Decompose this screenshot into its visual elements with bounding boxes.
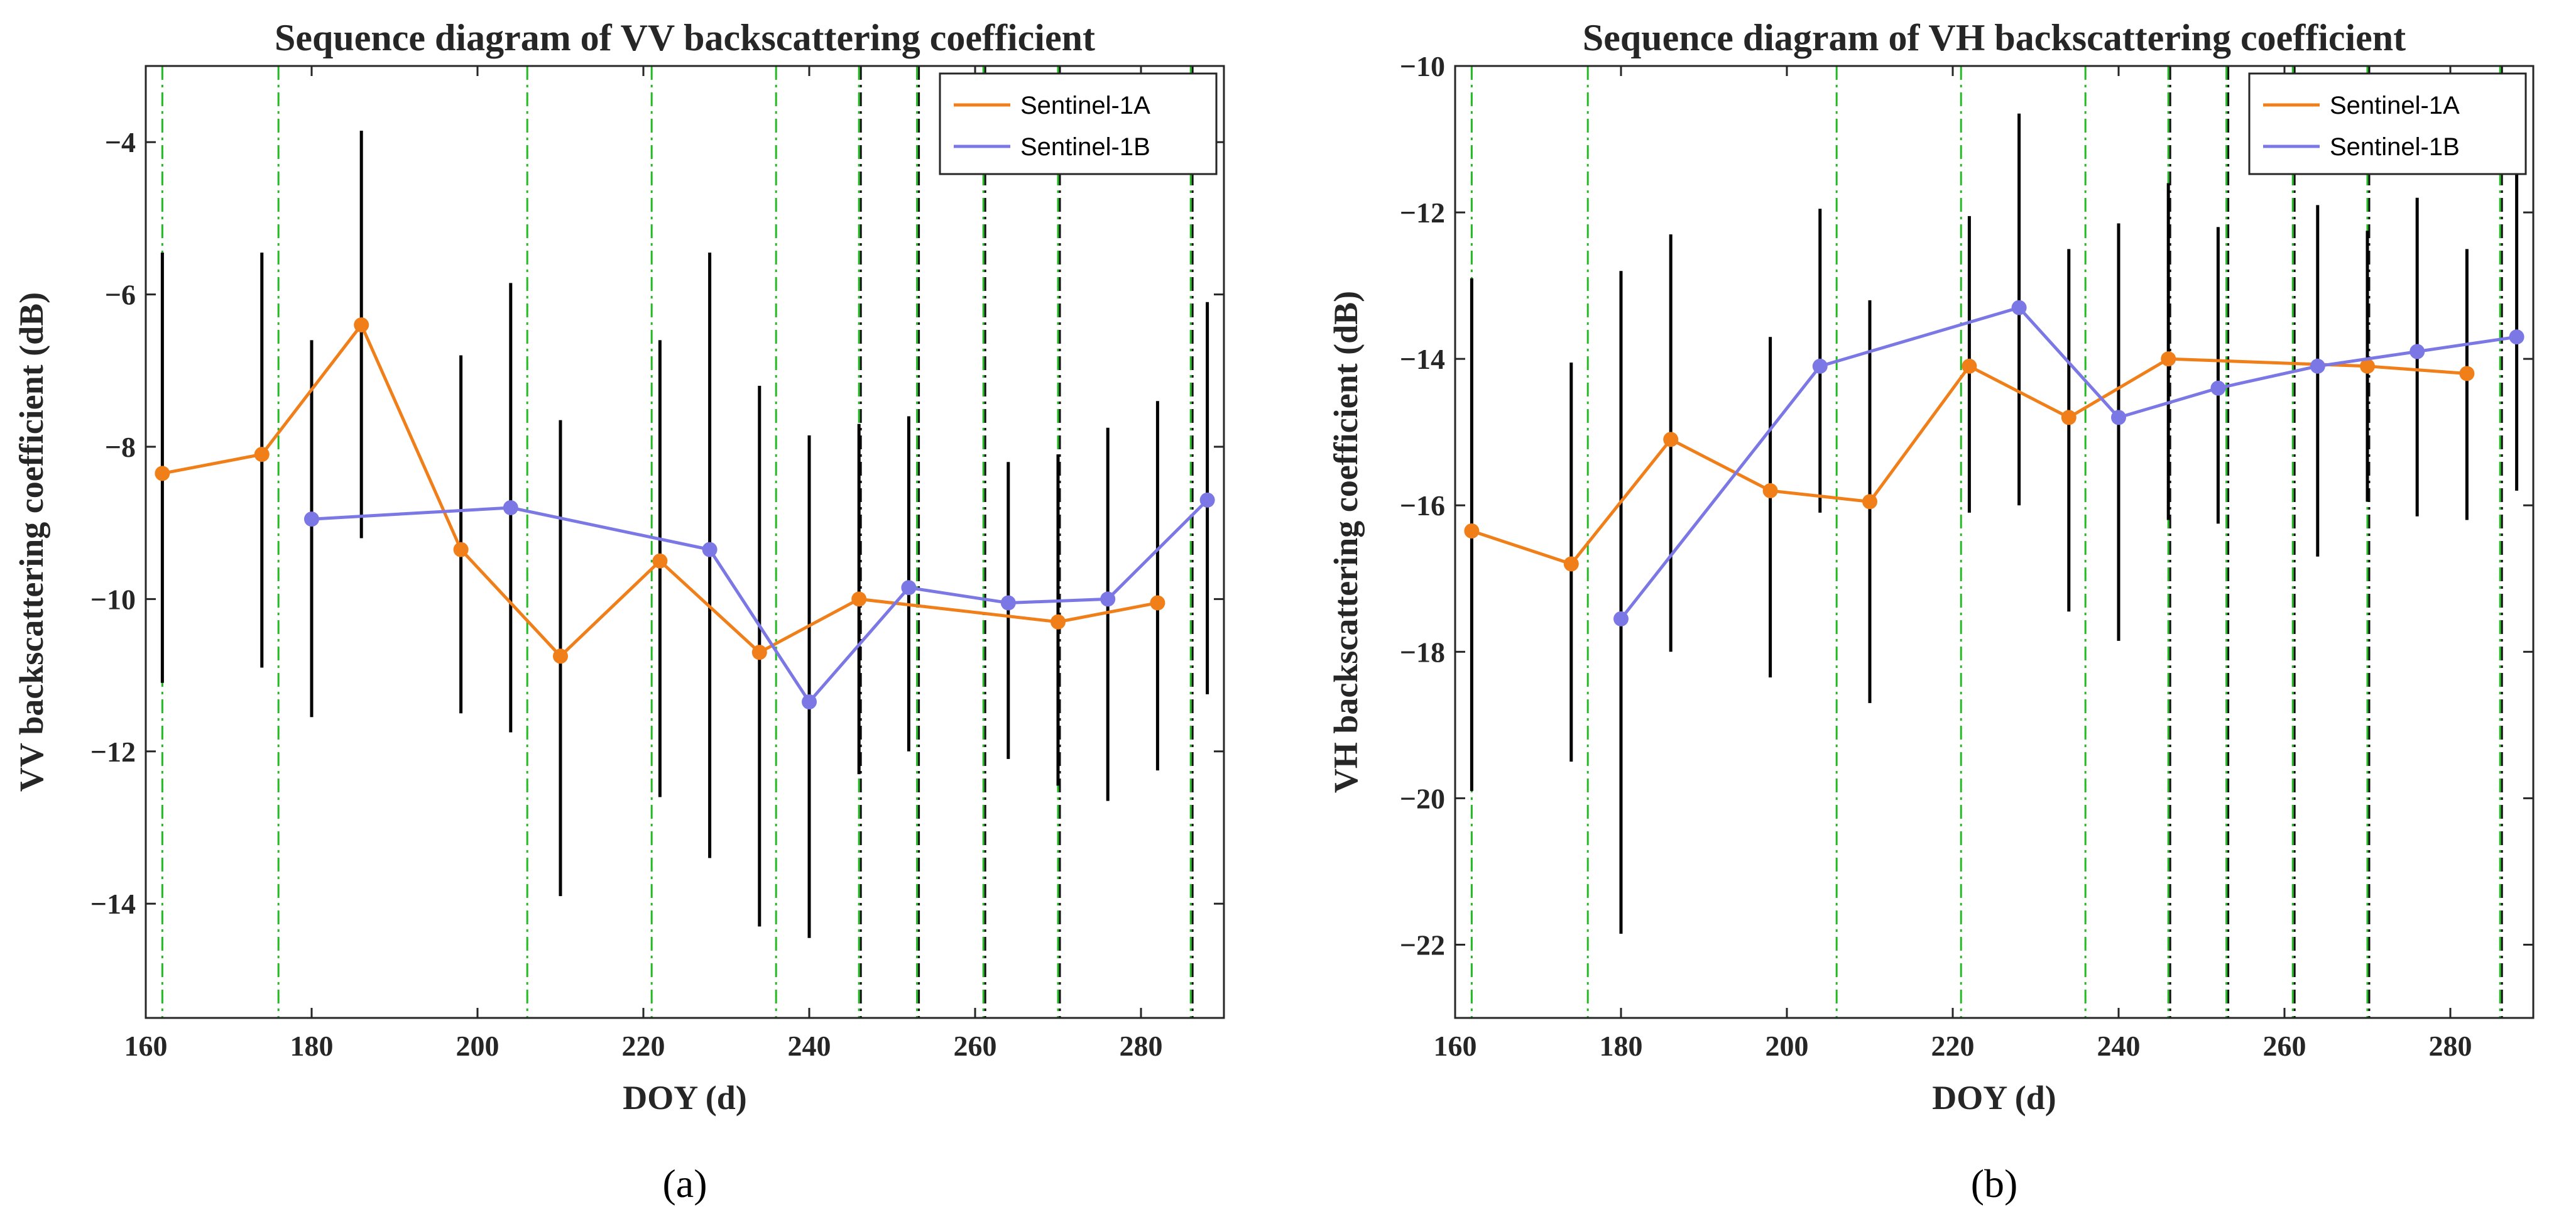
panel-b-axes-frame xyxy=(1454,65,2535,1019)
panel-a-data-point-s1a xyxy=(851,591,867,607)
panel-b-data-point-s1a xyxy=(1862,494,1877,510)
panel-b-y-tick-label: −22 xyxy=(1400,929,1445,961)
panel-b-data-point-s1b xyxy=(2011,300,2027,315)
panel-b-data-point-s1b xyxy=(1812,358,1828,374)
panel-b-y-tick-label: −10 xyxy=(1400,50,1445,82)
panel-a-data-point-s1a xyxy=(751,645,767,660)
panel-b-data-point-s1a xyxy=(1563,556,1579,572)
panel-a-data-point-s1a xyxy=(1150,595,1165,611)
panel-b-x-tick-label: 240 xyxy=(2097,1030,2141,1062)
panel-a-data-point-s1b xyxy=(1100,591,1116,607)
panel-b-data-point-s1b xyxy=(1613,611,1629,626)
panel-a-legend-label-s1a: Sentinel-1A xyxy=(1020,92,1150,119)
panel-a-data-point-s1b xyxy=(304,511,319,527)
panel-a-y-tick-label: −4 xyxy=(105,126,136,158)
panel-b-data-point-s1b xyxy=(2310,358,2325,374)
panel-b-x-tick-label: 260 xyxy=(2263,1030,2306,1062)
panel-a-data-point-s1b xyxy=(1199,492,1215,508)
panel-a-y-tick-label: −12 xyxy=(90,736,136,768)
panel-a-data-point-s1a xyxy=(254,447,270,462)
panel-a-data-point-s1a xyxy=(155,466,170,481)
panel-b-data-point-s1b xyxy=(2509,329,2524,345)
panel-b-series-line-s1b xyxy=(1620,306,2517,620)
panel-b-y-tick-label: −18 xyxy=(1400,636,1445,668)
panel-a-y-tick-label: −6 xyxy=(105,279,136,311)
panel-b-data-point-s1a xyxy=(1663,432,1679,447)
panel-b-data-point-s1b xyxy=(2210,380,2226,396)
panel-a-x-tick-label: 200 xyxy=(456,1030,499,1062)
panel-a-data-point-s1b xyxy=(503,500,518,515)
panel-b-title: Sequence diagram of VH backscattering co… xyxy=(1583,17,2406,58)
panel-b-y-tick-label: −12 xyxy=(1400,197,1445,229)
panel-a-data-point-s1a xyxy=(652,553,668,569)
panel-a-data-point-s1b xyxy=(802,694,817,710)
panel-b-y-axis-label: VH backscattering coefficient (dB) xyxy=(1327,291,1365,793)
panel-b-y-tick-label: −20 xyxy=(1400,782,1445,814)
panel-a-series-line-s1a xyxy=(161,323,1158,658)
panel-a: 160 180 200 220 240 260 280 −14 −12 −10 −8 −6 −4 Sequ… xyxy=(13,17,1225,1206)
panel-a-title: Sequence diagram of VV backscattering co… xyxy=(275,17,1095,58)
panel-b-legend-box xyxy=(2248,72,2527,175)
panel-a-axes-frame xyxy=(145,65,1225,1019)
panel-b-caption: (b) xyxy=(1971,1161,2018,1206)
panel-b-data-point-s1b xyxy=(2410,344,2425,359)
panel-a-x-tick-label: 180 xyxy=(290,1030,334,1062)
panel-b-legend: Sentinel-1A Sentinel-1B xyxy=(2248,72,2527,175)
panel-a-x-tick-label: 240 xyxy=(788,1030,831,1062)
panel-b-x-tick-label: 180 xyxy=(1600,1030,1643,1062)
panel-b-y-tick-label: −16 xyxy=(1400,489,1445,522)
panel-a-legend-label-s1b: Sentinel-1B xyxy=(1020,133,1150,161)
panel-a-data-point-s1a xyxy=(453,542,469,557)
panel-a-data-point-s1b xyxy=(901,580,917,596)
panel-a-data-point-s1a xyxy=(354,317,369,333)
panel-a-y-tick-label: −10 xyxy=(90,583,136,615)
panel-a-y-tick-label: −8 xyxy=(105,431,136,463)
panel-b-data-point-s1a xyxy=(2459,366,2475,381)
panel-b-x-tick-label: 200 xyxy=(1766,1030,1809,1062)
panel-b-data-point-s1a xyxy=(2061,410,2077,425)
panel-a-x-tick-label: 220 xyxy=(622,1030,665,1062)
panel-a-data-point-s1a xyxy=(1051,614,1066,630)
panel-a-data-point-s1b xyxy=(1000,595,1016,611)
panel-b-x-axis-label: DOY (d) xyxy=(1932,1079,2056,1117)
panel-a-x-tick-label: 260 xyxy=(954,1030,997,1062)
panel-a-caption: (a) xyxy=(662,1161,707,1206)
panel-a-data-point-s1a xyxy=(553,648,568,664)
panel-a-legend: Sentinel-1A Sentinel-1B xyxy=(939,72,1218,175)
panel-b-series-line-s1a xyxy=(1471,357,2467,566)
panel-a-y-tick-label: −14 xyxy=(90,888,136,920)
panel-a-legend-box xyxy=(939,72,1218,175)
panel-b-legend-label-s1b: Sentinel-1B xyxy=(2330,133,2460,161)
panel-b-legend-label-s1a: Sentinel-1A xyxy=(2330,92,2460,119)
panel-a-x-tick-label: 280 xyxy=(1120,1030,1163,1062)
panel-b-x-tick-label: 280 xyxy=(2429,1030,2472,1062)
panel-b-data-point-s1b xyxy=(2111,410,2126,425)
panel-b-data-point-s1a xyxy=(2161,351,2176,367)
panel-b-data-point-s1a xyxy=(1464,523,1480,539)
panel-b-data-point-s1a xyxy=(1962,358,1977,374)
panel-a-x-tick-label: 160 xyxy=(124,1030,168,1062)
panel-b-x-tick-label: 220 xyxy=(1931,1030,1975,1062)
panel-a-x-axis-label: DOY (d) xyxy=(623,1079,747,1117)
panel-b-data-point-s1a xyxy=(2360,358,2375,374)
panel-a-y-axis-label: VV backscattering coefficient (dB) xyxy=(13,292,50,792)
panel-b-data-point-s1a xyxy=(1762,483,1778,498)
panel-b: 160 180 200 220 240 260 280 −22 −20 −18 −16 −14 −12 −… xyxy=(1327,17,2535,1206)
panel-b-x-tick-label: 160 xyxy=(1434,1030,1477,1062)
panel-a-data-point-s1b xyxy=(702,542,718,557)
panel-b-y-tick-label: −14 xyxy=(1400,343,1445,375)
panel-a-series-line-s1b xyxy=(311,499,1209,704)
